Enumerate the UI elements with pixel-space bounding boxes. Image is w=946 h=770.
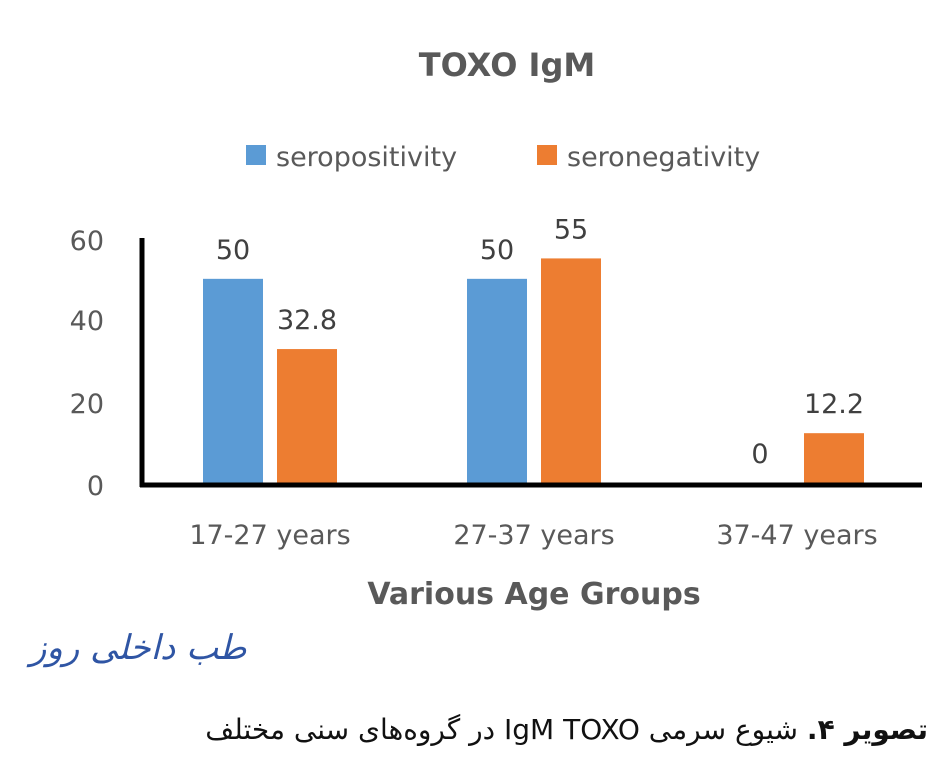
y-tick-40: 40 [70, 306, 104, 337]
y-axis-ticks: 60 40 20 0 [70, 226, 104, 502]
x-category-17-27: 17-27 years [189, 520, 350, 551]
caption-text: شیوع سرمی IgM TOXO در گروه‌های سنی مختلف [205, 713, 807, 746]
chart: TOXO IgM seropositivity seronegativity 6… [70, 46, 922, 612]
bar-seropositivity-17-27-years [203, 278, 263, 483]
data-label-seronegativity-27-37-years: 55 [554, 214, 588, 245]
x-axis-title: Various Age Groups [367, 577, 700, 612]
legend-label-seronegativity: seronegativity [567, 142, 760, 173]
caption-figure-number: تصویر ۴. [806, 713, 928, 746]
y-tick-0: 0 [87, 471, 104, 502]
bar-seronegativity-37-47-years [804, 433, 864, 483]
data-label-seropositivity-37-47-years: 0 [751, 439, 768, 470]
y-tick-20: 20 [70, 389, 104, 420]
bar-seronegativity-17-27-years [277, 349, 337, 483]
chart-title: TOXO IgM [419, 46, 595, 84]
figure-caption: تصویر ۴. شیوع سرمی IgM TOXO در گروه‌های … [205, 713, 928, 746]
legend-swatch-seronegativity [537, 145, 557, 165]
bars [203, 258, 864, 483]
data-label-seronegativity-37-47-years: 12.2 [804, 389, 864, 420]
x-axis-categories: 17-27 years 27-37 years 37-47 years [189, 520, 877, 551]
journal-logo: طب داخلی روز [30, 628, 247, 668]
x-category-27-37: 27-37 years [453, 520, 614, 551]
y-tick-60: 60 [70, 226, 104, 257]
legend-label-seropositivity: seropositivity [276, 142, 457, 173]
legend-swatch-seropositivity [246, 145, 266, 165]
legend: seropositivity seronegativity [246, 142, 760, 173]
data-label-seropositivity-17-27-years: 50 [216, 235, 250, 266]
bar-seronegativity-27-37-years [541, 258, 601, 483]
data-label-seropositivity-27-37-years: 50 [480, 235, 514, 266]
data-label-seronegativity-17-27-years: 32.8 [277, 305, 337, 336]
bar-seropositivity-27-37-years [467, 278, 527, 483]
x-category-37-47: 37-47 years [716, 520, 877, 551]
data-labels: 50 32.8 50 55 0 12.2 [216, 214, 864, 470]
